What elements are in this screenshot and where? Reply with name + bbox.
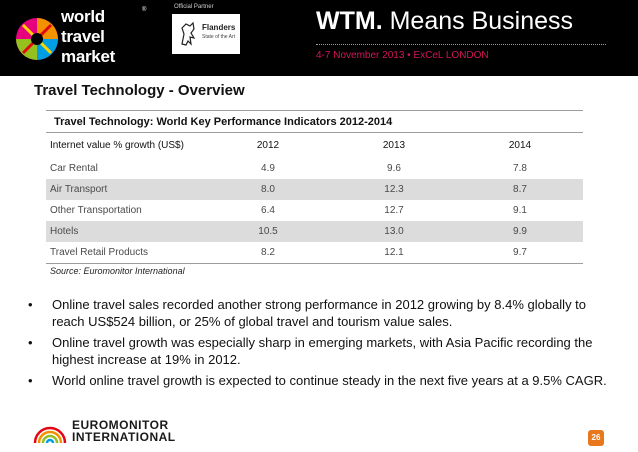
cell-2014: 9.1 — [513, 205, 527, 216]
year-2012: 2012 — [256, 140, 280, 151]
table-row: Hotels 10.5 13.0 9.9 — [46, 221, 583, 242]
table-row: Other Transportation 6.4 12.7 9.1 — [46, 200, 583, 221]
row-label: Travel Retail Products — [50, 247, 148, 258]
row-label: Hotels — [50, 226, 79, 237]
lion-icon — [181, 21, 196, 46]
bullet-marker: • — [28, 335, 33, 350]
globe-icon — [16, 18, 58, 60]
table-row: Travel Retail Products 8.2 12.1 9.7 — [46, 242, 583, 263]
cell-2014: 9.7 — [513, 247, 527, 258]
header-divider — [316, 44, 606, 45]
bullet-text: Online travel sales recorded another str… — [52, 297, 587, 329]
brand-line-1: EUROMONITOR — [72, 418, 169, 432]
cell-2012: 10.5 — [258, 226, 278, 237]
cell-2013: 12.3 — [384, 184, 404, 195]
table-header-label: Internet value % growth (US$) — [50, 140, 184, 151]
bullet-item: • World online travel growth is expected… — [28, 372, 613, 389]
cell-2013: 12.7 — [384, 205, 404, 216]
cell-2012: 4.9 — [261, 163, 275, 174]
year-2013: 2013 — [382, 140, 406, 151]
row-label: Car Rental — [50, 163, 98, 174]
table-caption-rule — [46, 132, 583, 133]
partner-subtitle: State of the Art — [202, 34, 236, 40]
cell-2012: 8.2 — [261, 247, 275, 258]
table-header-row: Internet value % growth (US$) 2012 2013 … — [46, 135, 583, 156]
row-label: Other Transportation — [50, 205, 142, 216]
bullet-marker: • — [28, 297, 33, 312]
page-number-badge: 26 — [588, 430, 604, 446]
table-caption: Travel Technology: World Key Performance… — [54, 116, 393, 128]
bullet-text: Online travel growth was especially shar… — [52, 335, 593, 367]
cell-2014: 8.7 — [513, 184, 527, 195]
bullet-item: • Online travel growth was especially sh… — [28, 334, 613, 368]
row-label: Air Transport — [50, 184, 108, 195]
logo-word-travel: travel — [61, 27, 105, 46]
tagline-rest: Means Business — [382, 7, 574, 35]
table-bottom-rule — [46, 263, 583, 264]
logo-word-world: world — [61, 7, 105, 26]
rainbow-arc-icon — [33, 426, 67, 444]
bullet-marker: • — [28, 373, 33, 388]
logo-word-market: market — [61, 47, 115, 66]
event-date: 4-7 November 2013 • ExCeL LONDON — [316, 50, 489, 61]
cell-2012: 6.4 — [261, 205, 275, 216]
bullet-item: • Online travel sales recorded another s… — [28, 296, 613, 330]
cell-2014: 7.8 — [513, 163, 527, 174]
table-top-rule — [46, 110, 583, 111]
cell-2013: 13.0 — [384, 226, 404, 237]
euromonitor-logo: EUROMONITOR INTERNATIONAL — [32, 416, 192, 446]
cell-2012: 8.0 — [261, 184, 275, 195]
brand-name: EUROMONITOR INTERNATIONAL — [72, 419, 176, 443]
brand-line-2: INTERNATIONAL — [72, 430, 176, 444]
wtm-logo: world travel market ® — [14, 4, 154, 72]
cell-2013: 12.1 — [384, 247, 404, 258]
bullet-text: World online travel growth is expected t… — [52, 373, 607, 388]
year-2014: 2014 — [508, 140, 532, 151]
cell-2014: 9.9 — [513, 226, 527, 237]
bullet-list: • Online travel sales recorded another s… — [28, 296, 613, 393]
partner-name: Flanders — [202, 23, 236, 32]
partner-logo: Flanders State of the Art — [172, 14, 240, 54]
registered-mark: ® — [142, 7, 147, 13]
table-row: Air Transport 8.0 12.3 8.7 — [46, 179, 583, 200]
partner-label: Official Partner — [174, 4, 214, 10]
cell-2013: 9.6 — [387, 163, 401, 174]
slide-title: Travel Technology - Overview — [34, 82, 245, 99]
source-note: Source: Euromonitor International — [50, 266, 185, 276]
table-row: Car Rental 4.9 9.6 7.8 — [46, 158, 583, 179]
tagline-bold: WTM. — [316, 7, 383, 35]
header-bar — [0, 0, 638, 76]
wtm-tagline: WTM. Means Business — [316, 7, 573, 36]
